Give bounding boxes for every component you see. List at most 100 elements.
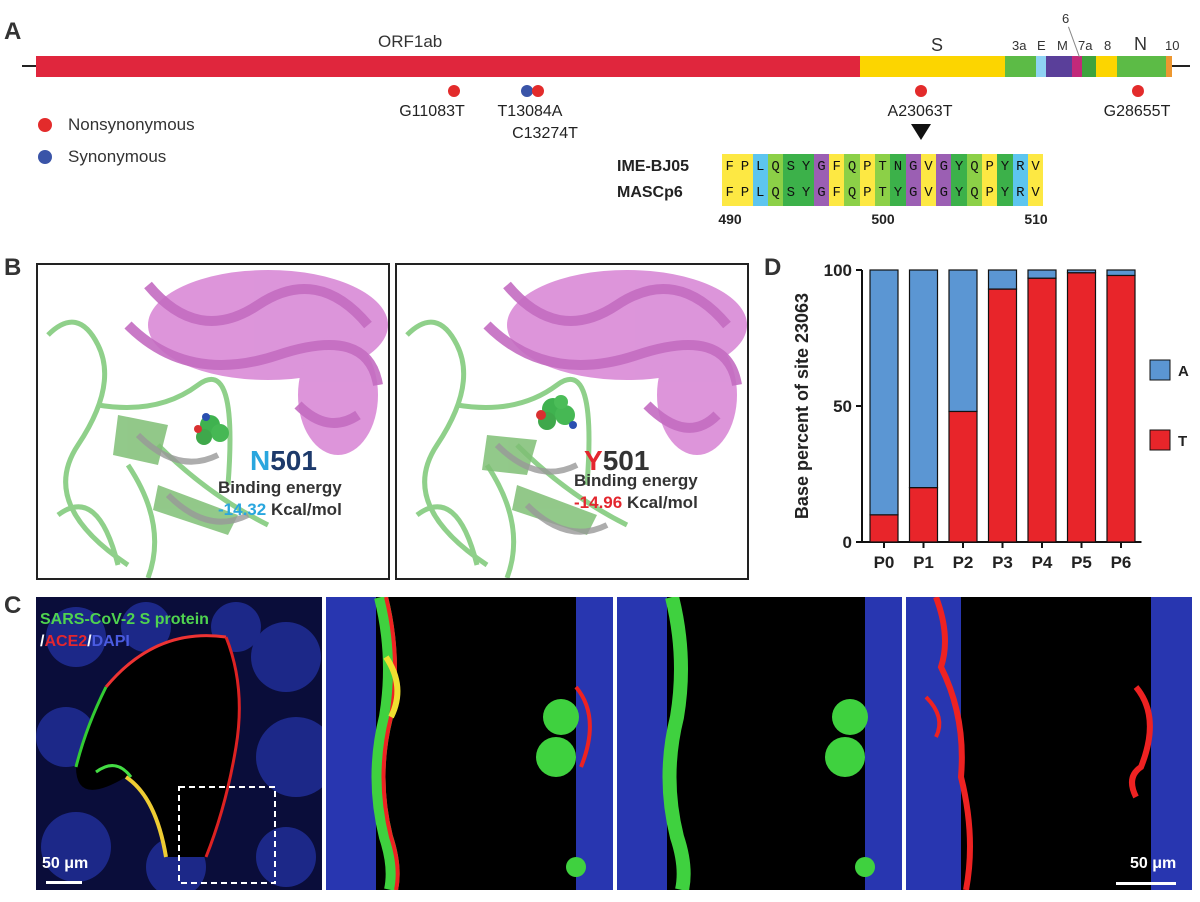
residue-cell: G	[813, 180, 830, 206]
gene-label-10: 10	[1165, 38, 1180, 53]
x-tick-label: P5	[1071, 553, 1092, 572]
mutation-label-a23063t: A23063T	[887, 103, 953, 120]
gene-segment-10	[1166, 56, 1172, 77]
residue-cell: T	[874, 180, 891, 206]
residue-cell: P	[982, 154, 998, 180]
stain-label-s-protein: SARS-CoV-2 S protein	[40, 611, 209, 628]
x-tick-label: P3	[992, 553, 1013, 572]
energy-unit-n501: Kcal/mol	[270, 500, 342, 519]
gene-segment-s	[860, 56, 1005, 77]
bar-t-p6	[1106, 274, 1136, 543]
residue-cell: G	[905, 180, 921, 206]
mutation-label-c13274t: C13274T	[512, 125, 578, 142]
gene-label-orf1ab: ORF1ab	[378, 32, 443, 51]
protein-structure-n501-image	[46, 270, 388, 578]
mutation-dot-c13274t	[532, 85, 544, 97]
residue-cell: V	[1027, 154, 1044, 180]
bar-t-p3	[987, 288, 1018, 543]
legend-blue-dot-icon	[38, 150, 52, 164]
bar-t-p5	[1066, 272, 1097, 543]
residue-cell: P	[737, 154, 753, 180]
mutation-label-g28655t: G28655T	[1103, 103, 1171, 120]
residue-cell: V	[920, 180, 937, 206]
gene-label-s: S	[931, 35, 944, 55]
y-axis-label: Base percent of site 23063	[792, 293, 812, 519]
gene-segment-3a	[1005, 56, 1036, 77]
residue-cell: Q	[767, 154, 784, 180]
legend-red-dot-icon	[38, 118, 52, 132]
bar-a-p6	[1106, 269, 1136, 277]
x-tick-label: P1	[913, 553, 934, 572]
residue-cell: P	[737, 180, 753, 206]
residue-cell: Y	[997, 180, 1013, 206]
residue-cell: R	[1012, 180, 1028, 206]
bar-t-p2	[948, 410, 978, 543]
stacked-bar-chart: 0 50 100 Base percent of site 23063 P0 P1 P2 P3…	[792, 261, 1189, 572]
residue-cell: Q	[767, 180, 784, 206]
residue-cell: F	[722, 180, 738, 206]
residue-cell: G	[936, 154, 952, 180]
binding-energy-value-y501: -14.96 Kcal/mol	[574, 493, 698, 513]
alignment-position-490: 490	[718, 211, 742, 227]
residue-cell: L	[752, 154, 768, 180]
stain-label-line2: /ACE2/DAPI	[40, 633, 130, 651]
mutation-arrow-icon	[911, 124, 931, 140]
gene-segment-8	[1096, 56, 1117, 77]
panel-c-letter: C	[4, 592, 22, 619]
tissue-merge-image	[326, 597, 613, 890]
alignment-position-510: 510	[1024, 211, 1048, 227]
legend-swatch-a	[1149, 359, 1171, 381]
residue-cell: Y	[890, 180, 906, 206]
gene-segment-7a	[1082, 56, 1096, 77]
binding-energy-label-n501: Binding energy	[218, 478, 342, 497]
x-tick-label: P4	[1032, 553, 1053, 572]
micro-ace2-image	[906, 597, 1192, 890]
seq-name-mascp6: MASCp6	[617, 184, 683, 201]
residue-cell: N	[890, 154, 906, 180]
residue-cell: Y	[951, 154, 967, 180]
legend-nonsynonymous-label: Nonsynonymous	[68, 115, 195, 134]
y-tick-label: 100	[824, 261, 852, 280]
gene-label-m: M	[1057, 38, 1068, 53]
tissue-ace2-image	[906, 597, 1192, 890]
structure-panel-y501	[395, 263, 749, 580]
tissue-overview-image	[36, 597, 322, 890]
protein-structure-y501-image	[405, 270, 747, 578]
residue-cell: F	[829, 154, 845, 180]
panel-a-letter: A	[4, 18, 22, 45]
scale-bar-label-right: 50 μm	[1130, 855, 1177, 872]
x-tick-label: P6	[1111, 553, 1132, 572]
gene-label-n: N	[1134, 34, 1147, 54]
bar-a-p1	[908, 269, 939, 489]
gene-segment-6	[1072, 56, 1082, 77]
legend-synonymous-label: Synonymous	[68, 147, 167, 166]
residue-cell: Q	[966, 180, 983, 206]
mutation-dot-g28655t	[1132, 85, 1144, 97]
stain-sep-1: /	[40, 633, 45, 650]
residue-cell: P	[859, 154, 875, 180]
gene-segment-orf1ab	[36, 56, 860, 77]
panel-b-letter: B	[4, 254, 22, 281]
mutation-label-t13084a: T13084A	[497, 103, 563, 120]
bar-a-p3	[987, 269, 1018, 290]
residue-cell: Y	[798, 180, 814, 206]
gene-label-8: 8	[1104, 38, 1112, 53]
binding-energy-value-n501: -14.32 Kcal/mol	[218, 500, 342, 520]
residue-cell: Q	[844, 154, 860, 180]
residue-cell: R	[1012, 154, 1028, 180]
mutation-dot-t13084a	[521, 85, 533, 97]
scale-bar-label-left: 50 μm	[42, 855, 89, 872]
legend-synonymous: Synonymous	[38, 147, 166, 167]
residue-number-501: 501	[602, 445, 650, 476]
residue-cell: G	[905, 154, 921, 180]
residue-cell: Q	[844, 180, 860, 206]
gene-label-6: 6	[1062, 11, 1070, 26]
mutation-label-g11083t: G11083T	[399, 103, 465, 120]
tissue-s-protein-image	[617, 597, 902, 890]
residue-cell: F	[722, 154, 738, 180]
energy-unit-y501: Kcal/mol	[626, 493, 698, 512]
gene-label-7a: 7a	[1078, 38, 1093, 53]
residue-cell: T	[874, 154, 891, 180]
structure-panel-n501	[36, 263, 390, 580]
